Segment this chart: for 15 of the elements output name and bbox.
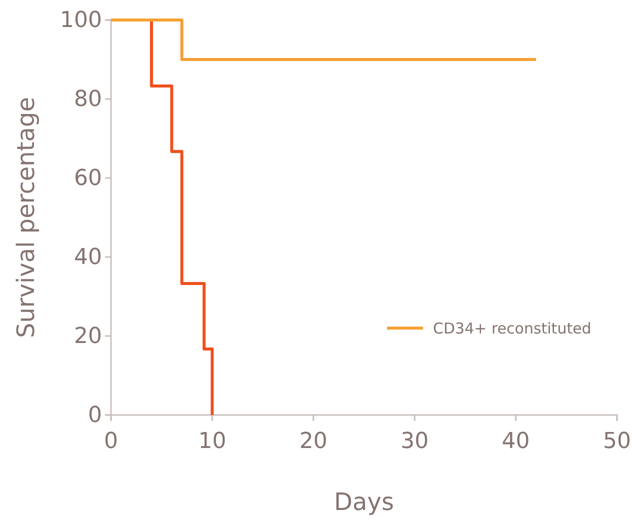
y-tick-label: 40 — [74, 245, 102, 270]
x-tick-label: 10 — [198, 429, 226, 454]
x-tick-label: 30 — [400, 429, 429, 454]
x-tick-label: 50 — [603, 429, 631, 454]
y-tick-label: 100 — [60, 8, 102, 34]
x-tick-label: 40 — [502, 429, 530, 454]
x-tick-label: 0 — [104, 429, 118, 454]
y-tick-label: 0 — [88, 403, 102, 428]
legend-label: CD34+ reconstituted — [433, 319, 592, 338]
x-axis-title: Days — [334, 488, 394, 516]
y-tick-label: 80 — [74, 87, 102, 112]
x-tick-label: 20 — [299, 429, 328, 454]
y-tick-label: 20 — [74, 324, 102, 350]
y-tick-label: 60 — [74, 166, 102, 192]
y-axis-title: Survival percentage — [12, 96, 40, 338]
